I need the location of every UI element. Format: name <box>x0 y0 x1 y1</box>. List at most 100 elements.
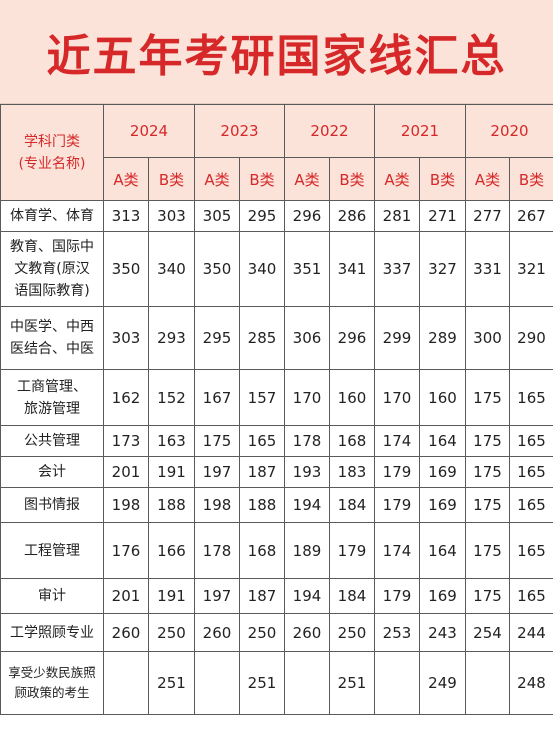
subject-cell: 公共管理 <box>0 425 104 457</box>
score-cell-b: 249 <box>419 651 466 715</box>
score-cell-b: 250 <box>239 613 285 652</box>
score-cell-a: 194 <box>284 578 330 614</box>
table-row: 图书情报 198 188 198 188 194 184 179 169 175 165 <box>0 487 553 523</box>
score-cell-a: 201 <box>103 578 149 614</box>
score-cell-b: 271 <box>419 200 466 232</box>
subject-cell: 享受少数民族照 顾政策的考生 <box>0 651 104 715</box>
table-row: 教育、国际中 文教育(原汉 语国际教育) 350 340 350 340 351 341 337 3… <box>0 231 553 307</box>
score-cell-a: 254 <box>465 613 510 652</box>
score-cell-a: 170 <box>284 369 330 426</box>
subject-line: 医结合、中医 <box>10 341 94 357</box>
score-cell-a: 175 <box>465 578 510 614</box>
year-header: 2024 <box>103 104 195 158</box>
score-cell-b: 168 <box>329 425 375 457</box>
score-cell-a: 306 <box>284 306 330 370</box>
subject-line: 体育学、体育 <box>10 208 94 224</box>
score-cell-a: 173 <box>103 425 149 457</box>
score-cell-a <box>194 651 240 715</box>
score-cell-a: 300 <box>465 306 510 370</box>
class-b-header: B类 <box>148 157 195 201</box>
subject-line: 教育、国际中 <box>10 239 94 255</box>
score-cell-a: 179 <box>374 456 420 488</box>
score-cell-b: 165 <box>239 425 285 457</box>
class-b-header: B类 <box>509 157 553 201</box>
class-b-header: B类 <box>329 157 375 201</box>
year-header: 2020 <box>465 104 553 158</box>
subject-cell: 工商管理、 旅游管理 <box>0 369 104 426</box>
subject-line: 公共管理 <box>24 433 80 449</box>
score-cell-a: 175 <box>465 487 510 523</box>
score-cell-a: 178 <box>194 522 240 579</box>
score-cell-a: 337 <box>374 231 420 307</box>
subject-cell: 教育、国际中 文教育(原汉 语国际教育) <box>0 231 104 307</box>
subject-line: 文教育(原汉 <box>14 261 90 277</box>
score-cell-a: 260 <box>103 613 149 652</box>
score-cell-a: 313 <box>103 200 149 232</box>
score-table: 学科门类 (专业名称) 2024 2023 2022 2021 2020 A类 … <box>0 104 553 715</box>
score-cell-a: 277 <box>465 200 510 232</box>
score-cell-b: 163 <box>148 425 195 457</box>
score-cell-b: 296 <box>329 306 375 370</box>
subject-cell: 审计 <box>0 578 104 614</box>
score-cell-b: 169 <box>419 487 466 523</box>
class-b-header: B类 <box>419 157 466 201</box>
score-cell-b: 184 <box>329 487 375 523</box>
score-cell-b: 248 <box>509 651 553 715</box>
score-cell-b: 289 <box>419 306 466 370</box>
score-cell-a <box>103 651 149 715</box>
score-cell-b: 285 <box>239 306 285 370</box>
class-a-header: A类 <box>194 157 240 201</box>
score-cell-b: 188 <box>239 487 285 523</box>
score-cell-b: 244 <box>509 613 553 652</box>
table-row: 享受少数民族照 顾政策的考生 251 251 251 249 248 <box>0 651 553 715</box>
class-a-header: A类 <box>374 157 420 201</box>
score-cell-a: 194 <box>284 487 330 523</box>
score-cell-a: 351 <box>284 231 330 307</box>
title-banner: 近五年考研国家线汇总 <box>0 0 553 104</box>
page-title: 近五年考研国家线汇总 <box>46 30 507 82</box>
score-cell-b: 267 <box>509 200 553 232</box>
score-cell-a: 299 <box>374 306 420 370</box>
score-cell-b: 179 <box>329 522 375 579</box>
score-cell-b: 187 <box>239 578 285 614</box>
score-cell-a: 175 <box>465 456 510 488</box>
subject-cell: 中医学、中西 医结合、中医 <box>0 306 104 370</box>
score-cell-a: 281 <box>374 200 420 232</box>
subject-line: 工商管理、 <box>17 378 87 395</box>
score-cell-a: 175 <box>194 425 240 457</box>
score-cell-b: 152 <box>148 369 195 426</box>
score-cell-a: 197 <box>194 578 240 614</box>
score-cell-b: 165 <box>509 578 553 614</box>
score-cell-a: 175 <box>465 425 510 457</box>
subject-line: 审计 <box>38 588 66 604</box>
score-cell-b: 286 <box>329 200 375 232</box>
score-cell-a: 176 <box>103 522 149 579</box>
class-a-header: A类 <box>465 157 510 201</box>
subject-cell: 工程管理 <box>0 522 104 579</box>
class-a-header: A类 <box>103 157 149 201</box>
table-row: 会计 201 191 197 187 193 183 179 169 175 165 <box>0 456 553 488</box>
score-cell-a: 296 <box>284 200 330 232</box>
subject-line: 会计 <box>38 464 66 480</box>
score-cell-b: 341 <box>329 231 375 307</box>
table-row: 中医学、中西 医结合、中医 303 293 295 285 306 296 299 289 300 2… <box>0 306 553 370</box>
score-cell-b: 165 <box>509 522 553 579</box>
score-cell-b: 250 <box>148 613 195 652</box>
score-cell-b: 251 <box>148 651 195 715</box>
score-cell-a: 198 <box>194 487 240 523</box>
score-cell-b: 321 <box>509 231 553 307</box>
score-cell-b: 303 <box>148 200 195 232</box>
year-header: 2021 <box>374 104 466 158</box>
subject-header-line: (专业名称) <box>18 155 86 172</box>
score-cell-b: 166 <box>148 522 195 579</box>
score-cell-b: 165 <box>509 456 553 488</box>
score-cell-a <box>374 651 420 715</box>
subject-header-line: 学科门类 <box>24 133 80 150</box>
subject-line: 语国际教育) <box>14 283 90 299</box>
subject-line: 中医学、中西 <box>10 319 94 335</box>
subject-line: 顾政策的考生 <box>14 685 90 700</box>
score-cell-a: 303 <box>103 306 149 370</box>
score-cell-b: 184 <box>329 578 375 614</box>
table-row: 工商管理、 旅游管理 162 152 167 157 170 160 170 160 175 165 <box>0 369 553 426</box>
score-cell-b: 243 <box>419 613 466 652</box>
